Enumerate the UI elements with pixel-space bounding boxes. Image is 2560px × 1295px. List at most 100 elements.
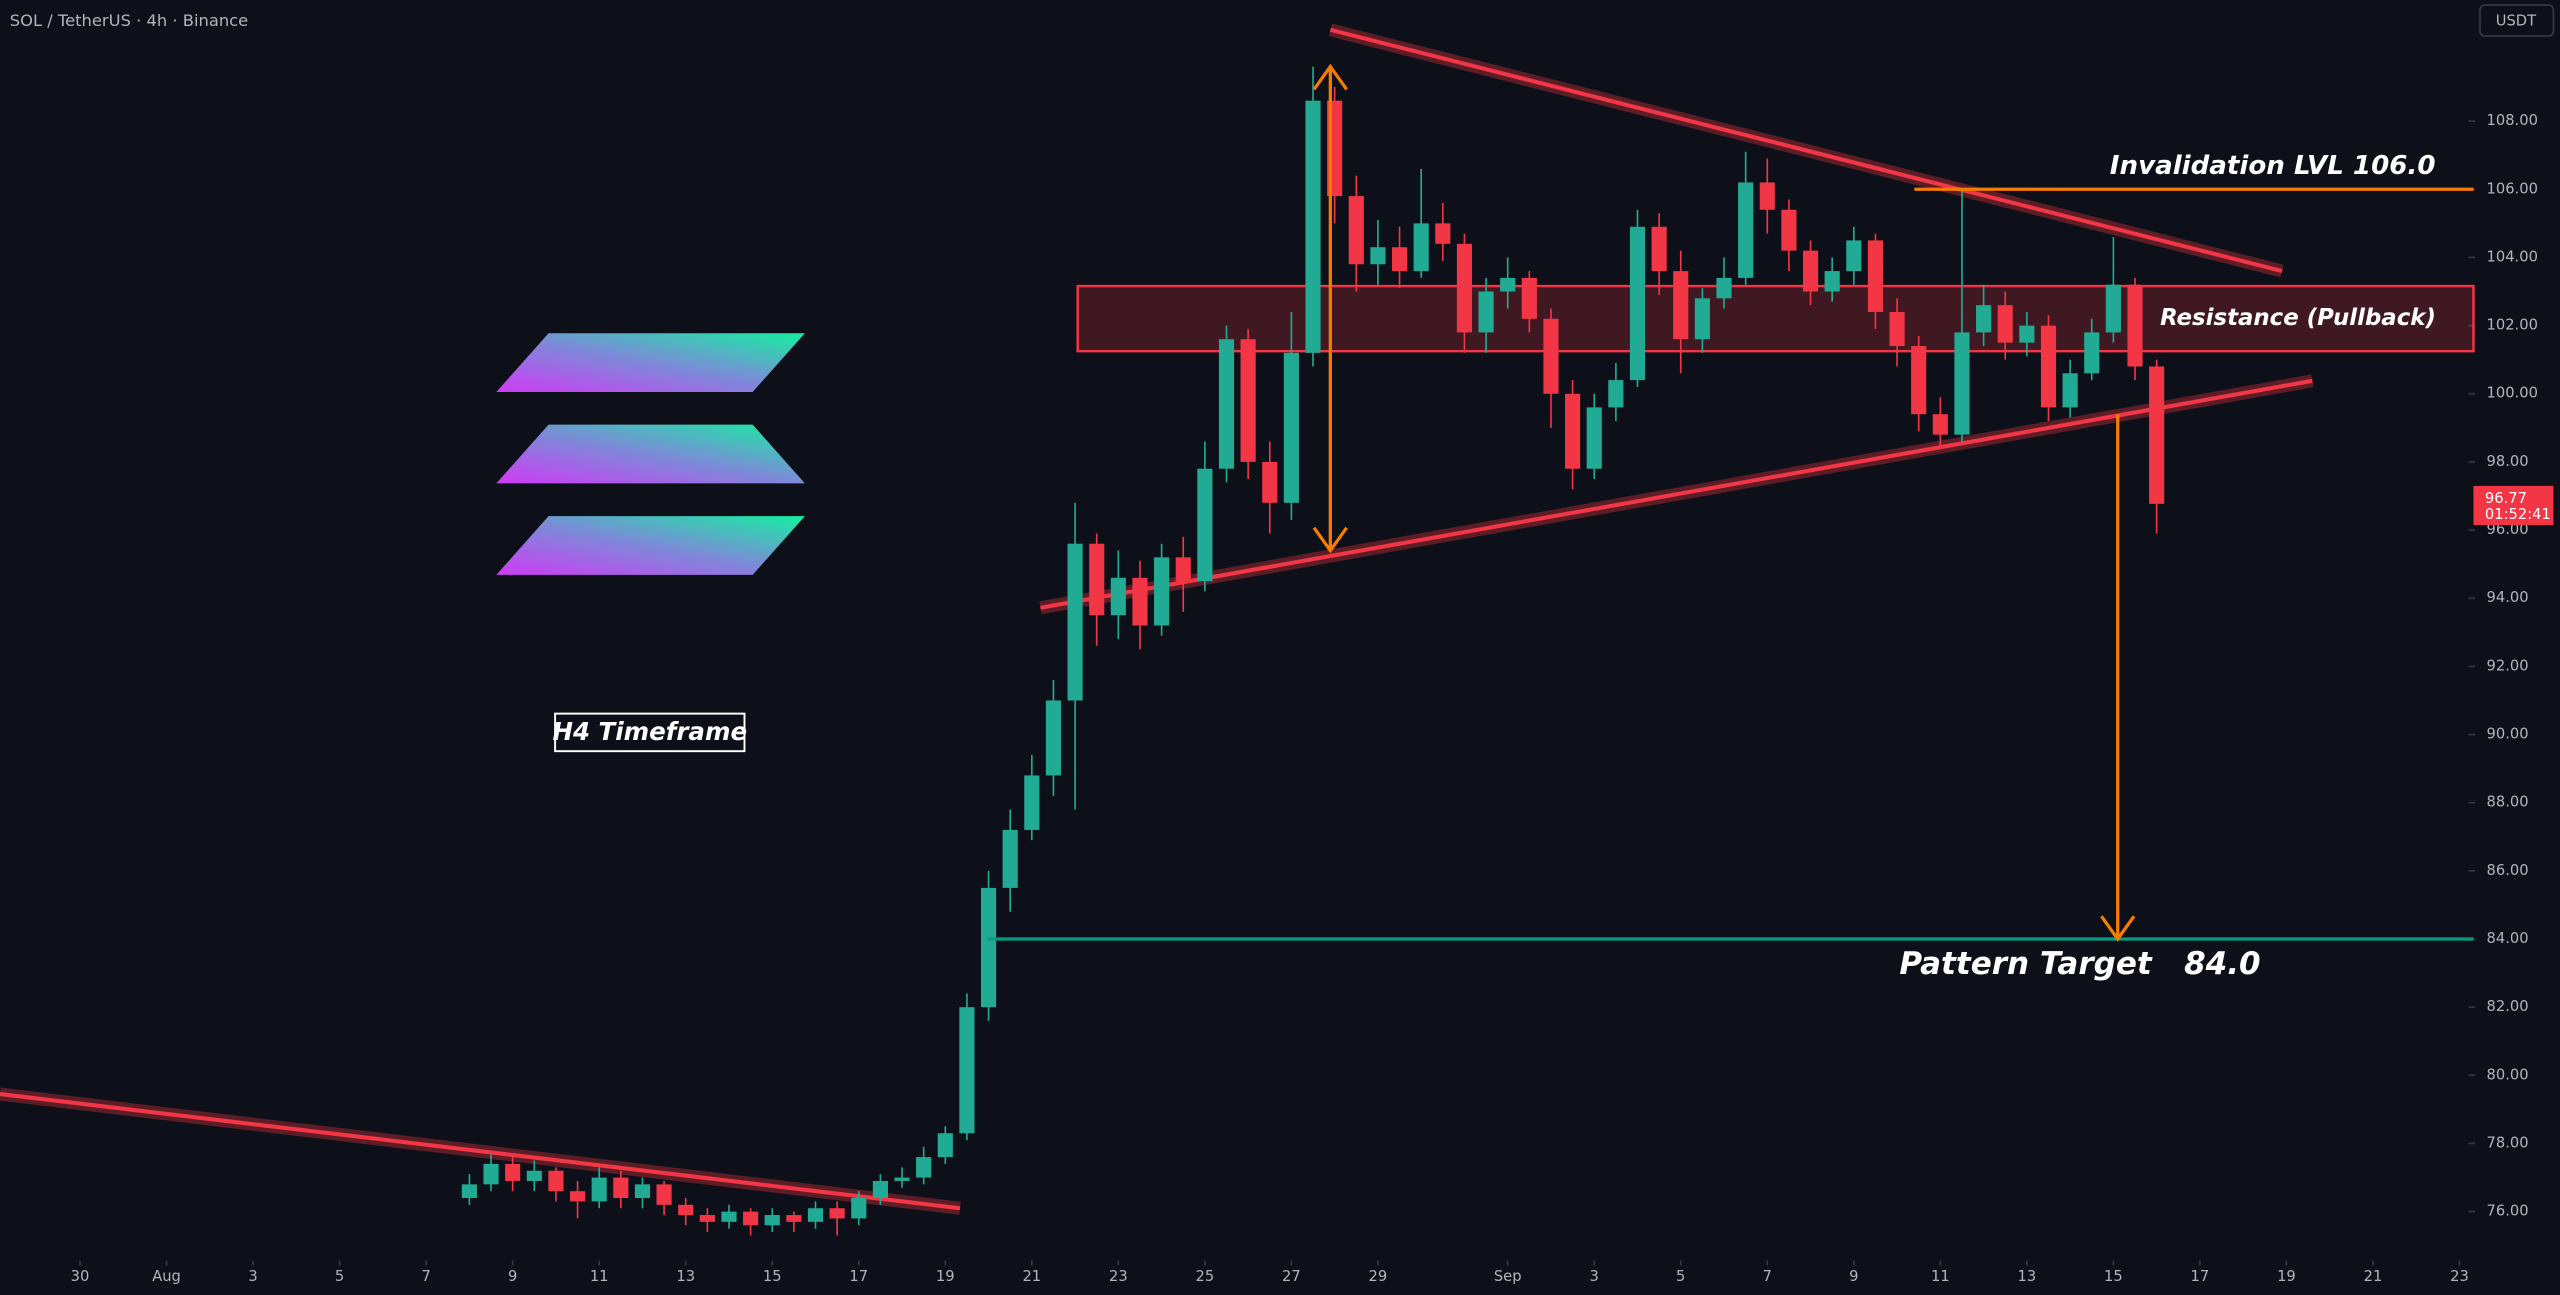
- y-tick-label: 104.00: [2487, 248, 2538, 265]
- timeframe-box: [554, 712, 746, 753]
- candle-body: [634, 1184, 651, 1198]
- candle-body: [2084, 332, 2100, 374]
- candle-body: [505, 1163, 521, 1181]
- arrow-head: [1312, 63, 1348, 91]
- candle-body: [1911, 346, 1927, 415]
- x-tick-label: 29: [1369, 1268, 1388, 1285]
- candle-body: [1175, 557, 1191, 582]
- candle-body: [569, 1191, 586, 1202]
- candle-body: [1651, 226, 1667, 272]
- x-tick-label: 3: [1590, 1268, 1599, 1285]
- candle-body: [916, 1157, 932, 1178]
- trendline: [0, 1092, 961, 1211]
- candle-body: [959, 1007, 975, 1134]
- y-tick-label: 102.00: [2487, 317, 2538, 334]
- candle-body: [1802, 250, 1819, 292]
- arrow-head: [2100, 915, 2136, 942]
- trendline: [1329, 27, 2283, 274]
- candle-body: [678, 1204, 694, 1216]
- y-tick-label: 94.00: [2487, 589, 2529, 606]
- candle-body: [1478, 291, 1494, 333]
- candle-body: [1067, 543, 1083, 701]
- candle-body: [1024, 775, 1040, 830]
- arrow-head: [1312, 526, 1348, 554]
- x-tick-label: 5: [1676, 1268, 1685, 1285]
- last-price: 96.77: [2485, 490, 2527, 507]
- x-tick-label: 3: [248, 1268, 257, 1285]
- y-tick-label: 106.00: [2487, 180, 2538, 197]
- candle-body: [1586, 407, 1602, 469]
- candle-body: [483, 1163, 499, 1185]
- y-tick-label: 84.00: [2487, 930, 2529, 947]
- candle-body: [1565, 393, 1581, 469]
- candle-body: [786, 1215, 802, 1222]
- candle-body: [1132, 577, 1148, 626]
- x-tick-label: Aug: [152, 1268, 181, 1285]
- x-tick-label: 7: [421, 1268, 430, 1285]
- x-tick-label: 13: [2018, 1268, 2037, 1285]
- y-tick-label: 86.00: [2487, 862, 2529, 879]
- x-tick-label: 19: [936, 1268, 955, 1285]
- trendline: [1040, 378, 2313, 610]
- candle-body: [1391, 247, 1408, 272]
- candle-body: [1932, 414, 1948, 435]
- x-tick-label: 15: [763, 1268, 782, 1285]
- candle-body: [1954, 332, 1970, 435]
- y-tick-label: 88.00: [2487, 794, 2529, 811]
- x-tick-label: 23: [1109, 1268, 1128, 1285]
- candle-body: [1543, 318, 1559, 394]
- invalidation-label: Invalidation LVL 106.0: [2110, 151, 2436, 181]
- candle-body: [721, 1211, 737, 1222]
- candle-body: [1889, 311, 1905, 347]
- candle-body: [1781, 209, 1797, 251]
- candle-body: [1197, 468, 1213, 582]
- chart-title: SOL / TetherUS · 4h · Binance: [10, 11, 248, 30]
- countdown: 01:52:41: [2485, 506, 2551, 523]
- y-tick-label: 76.00: [2487, 1203, 2529, 1220]
- x-tick-label: 13: [676, 1268, 695, 1285]
- candle-body: [591, 1177, 607, 1202]
- candle-body: [980, 887, 997, 1008]
- candle-body: [2105, 284, 2121, 333]
- candle-body: [872, 1180, 888, 1198]
- candle-body: [1283, 352, 1299, 503]
- candle-body: [1500, 277, 1516, 292]
- y-tick-label: 96.00: [2487, 521, 2529, 538]
- candle-body: [1673, 271, 1689, 340]
- candle-body: [1976, 305, 1992, 333]
- y-tick-label: 98.00: [2487, 453, 2529, 470]
- candle-body: [1867, 240, 1884, 312]
- candle-body: [894, 1177, 910, 1181]
- candle-body: [526, 1170, 542, 1181]
- candle-body: [1154, 557, 1170, 626]
- x-tick-label: 21: [1022, 1268, 1041, 1285]
- candle-body: [1738, 182, 1754, 278]
- candle-body: [1694, 298, 1710, 340]
- candle-body: [656, 1184, 672, 1205]
- currency-box: [2479, 4, 2555, 37]
- candle-body: [1370, 247, 1386, 265]
- x-tick-label: 11: [590, 1268, 609, 1285]
- x-tick-label: 19: [2277, 1268, 2296, 1285]
- candle-body: [1456, 243, 1473, 333]
- x-tick-label: 17: [2191, 1268, 2210, 1285]
- candle-body: [2127, 284, 2143, 367]
- candle-body: [461, 1184, 477, 1198]
- x-tick-label: 5: [335, 1268, 344, 1285]
- candle-body: [743, 1211, 759, 1226]
- candle-body: [807, 1208, 824, 1222]
- candle-body: [1348, 196, 1364, 265]
- timeframe-label: H4 Timeframe: [553, 717, 748, 746]
- candle-body: [1110, 577, 1126, 616]
- candle-body: [1521, 277, 1537, 319]
- candle-body: [1045, 700, 1062, 776]
- candle-body: [764, 1215, 780, 1226]
- x-tick-label: 21: [2364, 1268, 2383, 1285]
- x-tick-label: Sep: [1494, 1268, 1522, 1285]
- y-tick-label: 90.00: [2487, 726, 2529, 743]
- currency: USDT: [2496, 12, 2537, 29]
- target-label: Pattern Target 84.0: [1899, 946, 2260, 982]
- candle-body: [1759, 182, 1775, 210]
